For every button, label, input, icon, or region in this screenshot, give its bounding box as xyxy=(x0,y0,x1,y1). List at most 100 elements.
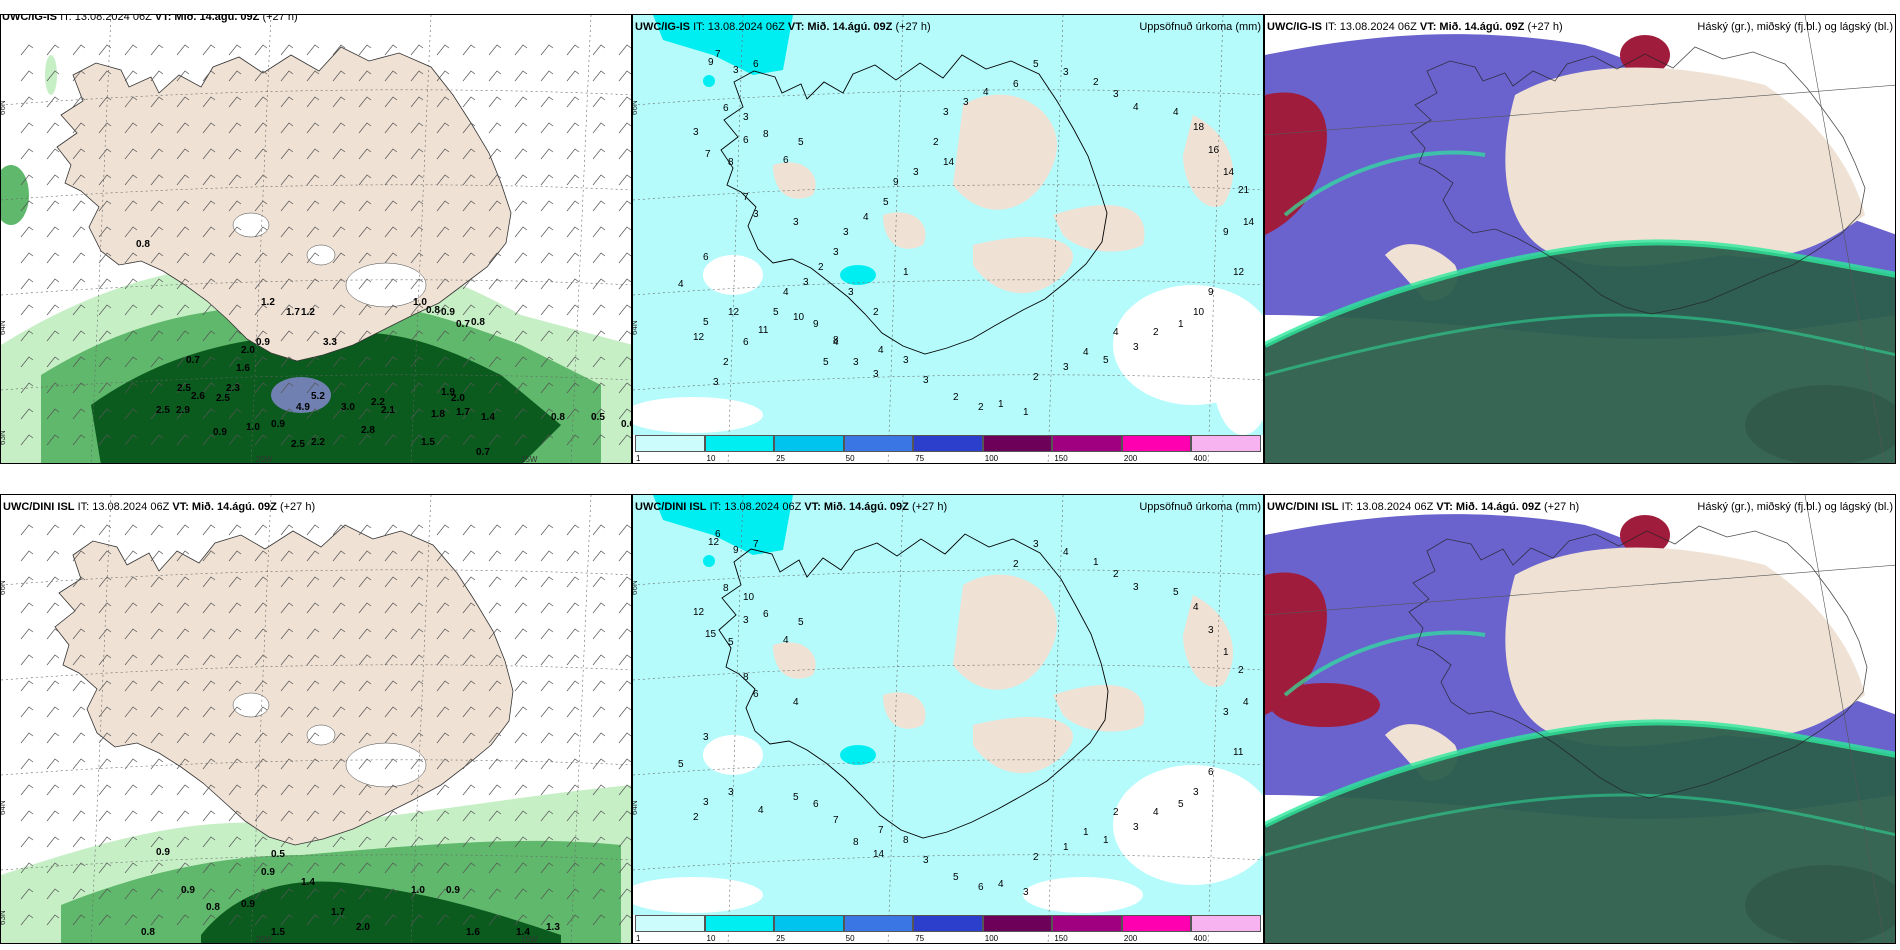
value-label: 1 xyxy=(1178,319,1184,330)
value-label: 3 xyxy=(733,65,739,76)
longitude-label: 15W xyxy=(521,455,538,464)
colorbar-tick-label: 10 xyxy=(706,934,716,943)
value-label: 2 xyxy=(978,402,984,413)
value-label: 8 xyxy=(723,583,729,594)
value-label: 10 xyxy=(793,312,805,323)
value-label: 3 xyxy=(943,107,949,118)
colorbar-swatch xyxy=(1052,915,1122,932)
value-label: 0.9 xyxy=(181,885,195,896)
colorbar-swatch xyxy=(635,435,705,452)
colorbar-tick-label: 75 xyxy=(915,934,925,943)
value-label: 3 xyxy=(1133,342,1139,353)
value-label: 3 xyxy=(873,369,879,380)
value-label: 8 xyxy=(728,157,734,168)
value-label: 0.9 xyxy=(156,847,170,858)
value-label: 3 xyxy=(743,112,749,123)
value-label: 4 xyxy=(1173,107,1179,118)
value-label: 0.7 xyxy=(456,319,470,330)
value-label: 4 xyxy=(1113,327,1119,338)
latitude-label: 64N xyxy=(1,800,7,815)
value-label: 2.5 xyxy=(291,439,305,450)
value-label: 4 xyxy=(1133,102,1139,113)
colorbar-swatch xyxy=(1191,435,1261,452)
value-label: 1.2 xyxy=(261,297,275,308)
value-label: 1.9 xyxy=(441,387,455,398)
value-label: 1.8 xyxy=(431,409,445,420)
value-label: 2 xyxy=(693,812,699,823)
colorbar-swatch xyxy=(704,435,775,452)
value-label: 14 xyxy=(1243,217,1255,228)
value-label: 5 xyxy=(773,307,779,318)
value-label: 7 xyxy=(705,149,711,160)
value-label: 3 xyxy=(703,732,709,743)
colorbar-swatch xyxy=(1191,915,1261,932)
value-label: 8 xyxy=(763,129,769,140)
longitude-label: 15W xyxy=(521,935,538,944)
value-label: 7 xyxy=(878,825,884,836)
value-label: 8 xyxy=(743,672,749,683)
value-label: 3 xyxy=(1223,707,1229,718)
colorbar-tick-label: 100 xyxy=(984,454,999,463)
latitude-label: 66N xyxy=(1,100,7,115)
value-label: 4 xyxy=(758,805,764,816)
panel-variable-label: Háský (gr.), miðský (fj.bl.) og lágský (… xyxy=(1697,501,1893,513)
value-label: 4 xyxy=(1193,602,1199,613)
value-label: 10 xyxy=(1193,307,1205,318)
value-label: 2 xyxy=(1013,559,1019,570)
value-label: 3 xyxy=(753,209,759,220)
value-label: 2.2 xyxy=(371,397,385,408)
panel-variable-label: Uppsöfnuð úrkoma (mm) xyxy=(1139,501,1261,513)
value-label: 1.4 xyxy=(301,877,315,888)
colorbar-tick-label: 400 xyxy=(1193,934,1207,943)
value-label: 3 xyxy=(913,167,919,178)
value-label: 3 xyxy=(793,217,799,228)
value-label: 1 xyxy=(998,399,1004,410)
cloud-map-1 xyxy=(1265,15,1895,463)
latitude-label: 66N xyxy=(1,580,7,595)
panel-title: UWC/IG-IS IT: 13.08.2024 06Z VT: Mið. 14… xyxy=(2,14,298,23)
longitude-label: 20W xyxy=(256,455,273,464)
value-label: 9 xyxy=(1208,287,1214,298)
value-label: 1.7 xyxy=(331,907,345,918)
value-label: 21 xyxy=(1238,185,1250,196)
value-label: 3 xyxy=(1023,887,1029,898)
map-panel-cloud-igis: UWC/IG-IS IT: 13.08.2024 06Z VT: Mið. 14… xyxy=(1264,14,1896,464)
value-label: 3 xyxy=(1133,822,1139,833)
value-label: 14 xyxy=(943,157,955,168)
value-label: 5 xyxy=(798,137,804,148)
colorbar-tick-label: 100 xyxy=(984,934,999,943)
value-label: 12 xyxy=(693,332,705,343)
value-label: 12 xyxy=(708,537,720,548)
value-label: 1 xyxy=(1083,827,1089,838)
value-label: 7 xyxy=(743,192,749,203)
value-label: 1.2 xyxy=(301,307,315,318)
value-label: 0.8 xyxy=(471,317,485,328)
value-label: 1.4 xyxy=(516,927,530,938)
value-label: 11 xyxy=(758,325,769,336)
value-label: 6 xyxy=(743,135,749,146)
value-label: 0.9 xyxy=(241,899,255,910)
value-label: 2.6 xyxy=(191,391,205,402)
value-label: 3 xyxy=(923,375,929,386)
value-label: 0.7 xyxy=(186,355,200,366)
value-label: 5 xyxy=(678,759,684,770)
value-label: 12 xyxy=(728,307,740,318)
value-label: 2 xyxy=(1113,569,1119,580)
colorbar-swatch xyxy=(982,915,1053,932)
value-label: 2.5 xyxy=(156,405,170,416)
value-label: 2.3 xyxy=(226,383,240,394)
value-label: 3.0 xyxy=(341,402,355,413)
value-label: 5 xyxy=(823,357,829,368)
value-label: 0.9 xyxy=(213,427,227,438)
value-label: 6 xyxy=(753,59,759,70)
colorbar-tick-label: 50 xyxy=(845,454,855,463)
value-label: 1 xyxy=(1023,407,1029,418)
value-label: 5 xyxy=(793,792,799,803)
value-label: 3 xyxy=(713,377,719,388)
value-label: 2 xyxy=(1153,327,1159,338)
value-label: 0.6 xyxy=(621,419,632,430)
value-label: 1.0 xyxy=(413,297,427,308)
panel-title: UWC/IG-IS IT: 13.08.2024 06Z VT: Mið. 14… xyxy=(635,21,931,33)
value-label: 12 xyxy=(693,607,705,618)
value-label: 1.7 xyxy=(286,307,300,318)
